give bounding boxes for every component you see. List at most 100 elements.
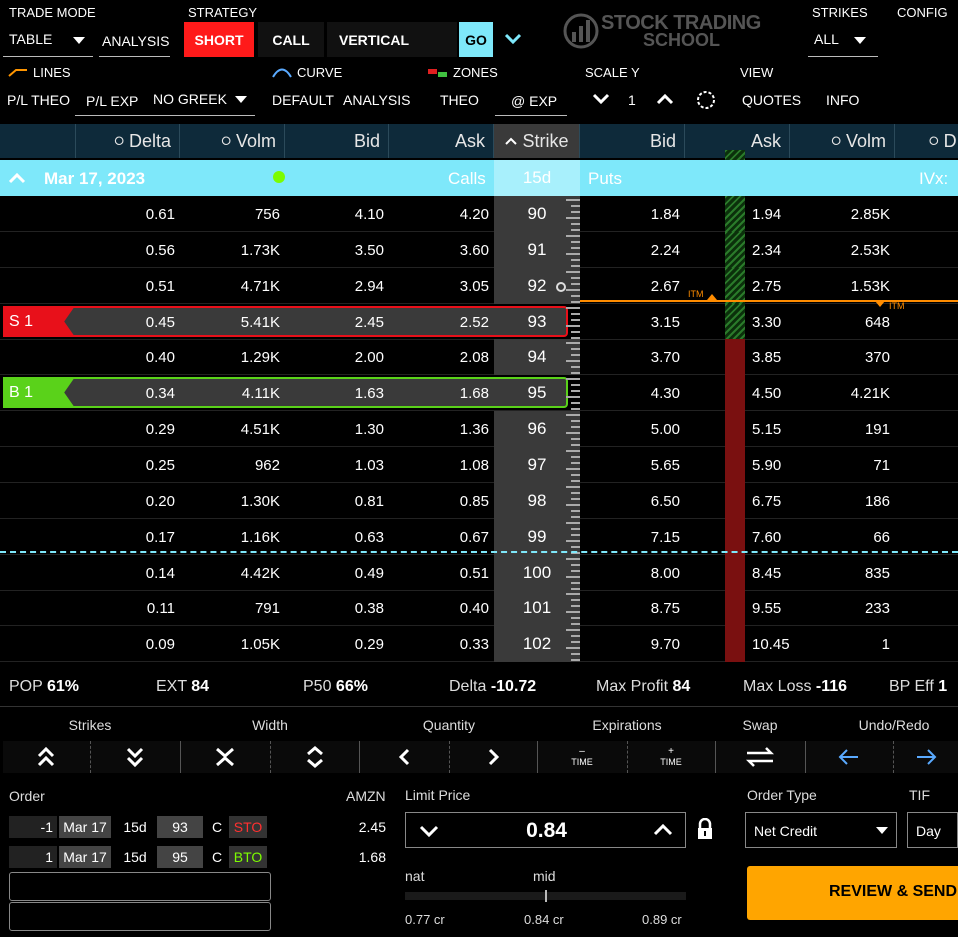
put-ask[interactable]: 2.34 bbox=[752, 241, 782, 259]
put-volume[interactable]: 2.85K bbox=[850, 205, 890, 223]
call-bid[interactable]: 2.00 bbox=[354, 348, 384, 366]
call-volume[interactable]: 4.42K bbox=[240, 564, 280, 582]
call-bid[interactable]: 0.81 bbox=[354, 492, 384, 510]
theo-tab[interactable]: THEO bbox=[440, 92, 479, 108]
call-delta[interactable]: 0.14 bbox=[145, 564, 175, 582]
tif-select[interactable]: Day bbox=[907, 812, 958, 848]
table-row[interactable]: 0.14 4.42K 0.49 0.51 100 8.00 8.45 835 bbox=[0, 555, 958, 591]
strike-cell[interactable]: 98 bbox=[494, 483, 580, 519]
pl-theo-tab[interactable]: P/L THEO bbox=[7, 92, 71, 108]
redo-button[interactable] bbox=[894, 741, 958, 773]
call-bid[interactable]: 0.63 bbox=[354, 528, 384, 546]
call-ask[interactable]: 1.08 bbox=[459, 456, 489, 474]
put-volume[interactable]: 4.21K bbox=[850, 384, 890, 402]
strikes-down-button[interactable] bbox=[91, 741, 179, 773]
chevron-down-icon[interactable] bbox=[418, 823, 440, 839]
call-bid[interactable]: 0.49 bbox=[354, 564, 384, 582]
header-delta[interactable]: ⭘ Delta bbox=[76, 124, 180, 158]
strike-cell[interactable]: 96 bbox=[494, 411, 580, 447]
put-ask[interactable]: 7.60 bbox=[752, 528, 782, 546]
call-ask[interactable]: 2.52 bbox=[459, 313, 489, 331]
chevron-down-icon[interactable] bbox=[503, 31, 523, 47]
leg-type[interactable]: C bbox=[211, 849, 223, 865]
pl-exp-select[interactable]: P/L EXP NO GREEK bbox=[75, 84, 255, 116]
put-bid[interactable]: 2.24 bbox=[650, 241, 680, 259]
table-row[interactable]: 0.11 791 0.38 0.40 101 8.75 9.55 233 bbox=[0, 590, 958, 626]
put-ask[interactable]: 9.55 bbox=[752, 599, 782, 617]
call-ask[interactable]: 1.36 bbox=[459, 420, 489, 438]
call-bid[interactable]: 0.29 bbox=[354, 635, 384, 653]
chevron-down-icon[interactable] bbox=[591, 91, 611, 107]
empty-leg-slot[interactable] bbox=[9, 902, 271, 931]
strikes-up-button[interactable] bbox=[3, 741, 89, 773]
call-ask[interactable]: 0.85 bbox=[459, 492, 489, 510]
call-volume[interactable]: 1.30K bbox=[240, 492, 280, 510]
put-ask[interactable]: 3.85 bbox=[752, 348, 782, 366]
vertical-button[interactable]: VERTICAL bbox=[327, 22, 457, 57]
strike-cell[interactable]: 93 bbox=[494, 304, 580, 340]
put-volume[interactable]: 2.53K bbox=[850, 241, 890, 259]
call-volume[interactable]: 756 bbox=[254, 205, 280, 223]
call-delta[interactable]: 0.34 bbox=[145, 384, 175, 402]
table-row[interactable]: 0.40 1.29K 2.00 2.08 94 3.70 3.85 370 bbox=[0, 339, 958, 375]
put-bid[interactable]: 9.70 bbox=[650, 635, 680, 653]
call-volume[interactable]: 791 bbox=[254, 599, 280, 617]
call-ask[interactable]: 4.20 bbox=[459, 205, 489, 223]
call-delta[interactable]: 0.09 bbox=[145, 635, 175, 653]
strike-cell[interactable]: 101 bbox=[494, 590, 580, 626]
put-bid[interactable]: 6.50 bbox=[650, 492, 680, 510]
call-delta[interactable]: 0.51 bbox=[145, 277, 175, 295]
strike-cell[interactable]: 97 bbox=[494, 447, 580, 483]
call-delta[interactable]: 0.29 bbox=[145, 420, 175, 438]
call-volume[interactable]: 4.11K bbox=[241, 384, 280, 402]
empty-leg-slot[interactable] bbox=[9, 872, 271, 901]
strike-cell[interactable]: 91 bbox=[494, 232, 580, 268]
put-ask[interactable]: 10.45 bbox=[752, 635, 790, 653]
put-bid[interactable]: 8.75 bbox=[650, 599, 680, 617]
call-volume[interactable]: 1.73K bbox=[240, 241, 280, 259]
call-bid[interactable]: 0.38 bbox=[354, 599, 384, 617]
time-plus-button[interactable]: + TIME bbox=[628, 741, 714, 773]
leg-action[interactable]: BTO bbox=[229, 846, 267, 868]
put-ask[interactable]: 1.94 bbox=[752, 205, 782, 223]
swap-button[interactable] bbox=[716, 741, 804, 773]
call-bid[interactable]: 1.63 bbox=[354, 384, 384, 402]
header-put-volm[interactable]: ⭘ Volm bbox=[790, 124, 895, 158]
header-put-bid[interactable]: Bid bbox=[580, 124, 685, 158]
put-ask[interactable]: 4.50 bbox=[752, 384, 782, 402]
time-minus-button[interactable]: – TIME bbox=[538, 741, 626, 773]
header-strike[interactable]: Strike bbox=[494, 124, 580, 158]
at-exp-tab[interactable]: @ EXP bbox=[495, 84, 567, 116]
strike-cell[interactable]: 90 bbox=[494, 196, 580, 232]
quantity-increase-button[interactable] bbox=[450, 741, 537, 773]
put-bid[interactable]: 4.30 bbox=[650, 384, 680, 402]
call-ask[interactable]: 0.33 bbox=[459, 635, 489, 653]
call-bid[interactable]: 2.94 bbox=[354, 277, 384, 295]
order-type-select[interactable]: Net Credit bbox=[745, 812, 897, 848]
call-ask[interactable]: 1.68 bbox=[459, 384, 489, 402]
call-volume[interactable]: 1.05K bbox=[240, 635, 280, 653]
strike-cell[interactable]: 99 bbox=[494, 519, 580, 555]
strike-cell[interactable]: 95 bbox=[494, 375, 580, 411]
width-widen-button[interactable] bbox=[271, 741, 359, 773]
table-row[interactable]: 0.29 4.51K 1.30 1.36 96 5.00 5.15 191 bbox=[0, 411, 958, 447]
put-bid[interactable]: 5.00 bbox=[650, 420, 680, 438]
put-ask[interactable]: 3.30 bbox=[752, 313, 782, 331]
put-bid[interactable]: 2.67 bbox=[650, 277, 680, 295]
price-slider[interactable] bbox=[405, 890, 686, 902]
put-volume[interactable]: 66 bbox=[873, 528, 890, 546]
width-narrow-button[interactable] bbox=[181, 741, 269, 773]
header-put-ask[interactable]: Ask bbox=[685, 124, 790, 158]
strike-cell[interactable]: 102 bbox=[494, 626, 580, 662]
leg-action[interactable]: STO bbox=[229, 816, 267, 838]
call-button[interactable]: CALL bbox=[258, 22, 324, 57]
call-delta[interactable]: 0.61 bbox=[145, 205, 175, 223]
call-delta[interactable]: 0.40 bbox=[145, 348, 175, 366]
header-bid[interactable]: Bid bbox=[285, 124, 389, 158]
put-volume[interactable]: 186 bbox=[864, 492, 890, 510]
slider-handle[interactable] bbox=[545, 890, 547, 902]
put-volume[interactable]: 1 bbox=[881, 635, 890, 653]
call-ask[interactable]: 0.40 bbox=[459, 599, 489, 617]
chevron-up-icon[interactable] bbox=[655, 91, 675, 107]
call-bid[interactable]: 4.10 bbox=[354, 205, 384, 223]
